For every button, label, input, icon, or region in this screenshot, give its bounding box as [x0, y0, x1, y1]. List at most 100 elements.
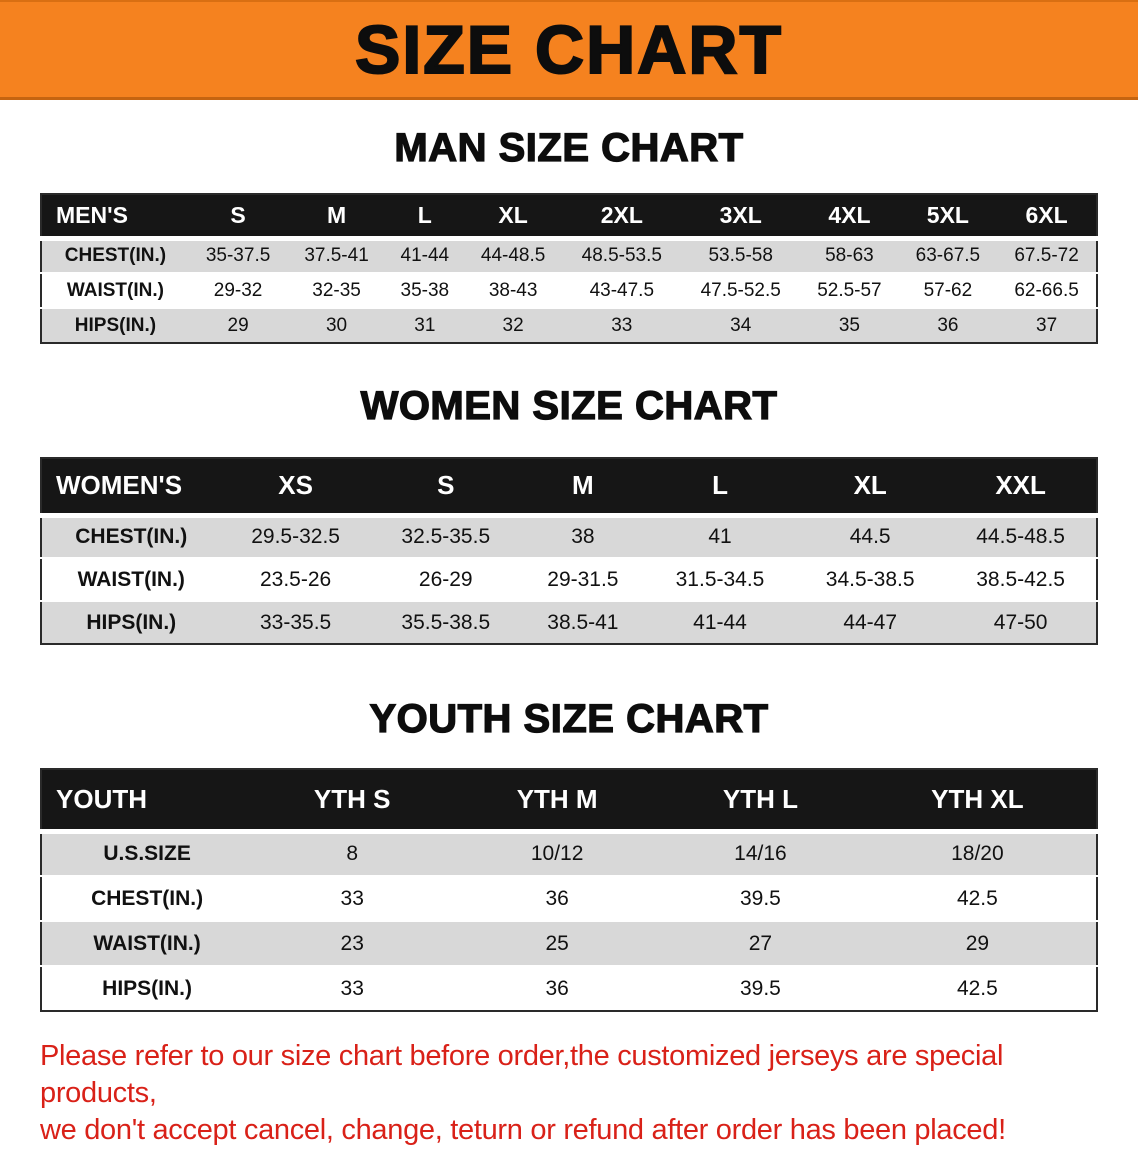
measurement-row: WAIST(IN.) 23.5-26 26-29 29-31.5 31.5-34.5 34…	[41, 557, 1097, 601]
size-header-cell: S	[370, 458, 521, 518]
men-section-heading: MAN SIZE CHART	[394, 125, 744, 170]
value-cell: 26-29	[370, 557, 521, 601]
size-header-cell: XXL	[945, 458, 1097, 518]
value-cell: 29-31.5	[520, 557, 645, 601]
value-cell: 37.5-41	[287, 237, 386, 273]
value-cell: 41-44	[385, 237, 464, 273]
men-size-table: MEN'S S M L XL 2XL 3XL 4XL 5XL 6XL CHEST(IN.) 35-37…	[40, 193, 1098, 344]
youth-size-section: YOUTH SIZE CHART YOUTH YTH S YTH M YTH L YTH…	[0, 696, 1138, 1012]
size-header-cell: 5XL	[898, 194, 998, 241]
value-cell: 39.5	[662, 875, 859, 921]
measurement-row: CHEST(IN.) 35-37.5 37.5-41 41-44 44-48.5 48.5…	[41, 237, 1097, 273]
value-cell: 62-66.5	[997, 272, 1097, 308]
value-cell: 42.5	[858, 965, 1097, 1011]
value-cell: 30	[287, 307, 386, 343]
row-label-cell: U.S.SIZE	[41, 830, 253, 876]
value-cell: 23	[252, 920, 453, 966]
women-section-heading: WOMEN SIZE CHART	[360, 383, 778, 428]
value-cell: 42.5	[858, 875, 1097, 921]
table-header-row: YOUTH YTH S YTH M YTH L YTH XL	[41, 769, 1097, 834]
value-cell: 32	[463, 307, 563, 343]
value-cell: 47.5-52.5	[681, 272, 801, 308]
value-cell: 29	[858, 920, 1097, 966]
value-cell: 44.5	[795, 514, 946, 558]
value-cell: 44-48.5	[463, 237, 563, 273]
value-cell: 38	[520, 514, 645, 558]
value-cell: 53.5-58	[681, 237, 801, 273]
measurement-row: WAIST(IN.) 29-32 32-35 35-38 38-43 43-47.5 47.…	[41, 272, 1097, 308]
value-cell: 31.5-34.5	[644, 557, 796, 601]
size-header-cell: YTH L	[662, 769, 859, 834]
size-header-cell: S	[188, 194, 288, 241]
size-header-cell: 3XL	[681, 194, 801, 241]
value-cell: 34	[681, 307, 801, 343]
measurement-row: U.S.SIZE 8 10/12 14/16 18/20	[41, 830, 1097, 876]
size-header-cell: XS	[220, 458, 371, 518]
value-cell: 29-32	[188, 272, 288, 308]
value-cell: 10/12	[452, 830, 663, 876]
value-cell: 39.5	[662, 965, 859, 1011]
value-cell: 35-38	[385, 272, 464, 308]
value-cell: 33	[252, 875, 453, 921]
page-title: SIZE CHART	[354, 11, 783, 88]
value-cell: 44-47	[795, 600, 946, 644]
value-cell: 33	[562, 307, 682, 343]
value-cell: 36	[452, 875, 663, 921]
value-cell: 34.5-38.5	[795, 557, 946, 601]
row-label-cell: WAIST(IN.)	[41, 557, 221, 601]
value-cell: 35	[800, 307, 899, 343]
youth-size-table: YOUTH YTH S YTH M YTH L YTH XL U.S.SIZE 8 10/12…	[40, 768, 1098, 1012]
row-label-cell: HIPS(IN.)	[41, 600, 221, 644]
men-size-section: MAN SIZE CHART MEN'S S M L XL 2XL 3XL 4XL 5XL 6XL…	[0, 125, 1138, 344]
size-header-cell: XL	[463, 194, 563, 241]
value-cell: 63-67.5	[898, 237, 998, 273]
value-cell: 27	[662, 920, 859, 966]
row-label-cell: CHEST(IN.)	[41, 514, 221, 558]
measurement-row: HIPS(IN.) 33 36 39.5 42.5	[41, 965, 1097, 1011]
size-header-cell: M	[287, 194, 386, 241]
measurement-row: CHEST(IN.) 33 36 39.5 42.5	[41, 875, 1097, 921]
women-size-table: WOMEN'S XS S M L XL XXL CHEST(IN.) 29.5-32.5 32.5…	[40, 457, 1098, 645]
size-header-cell: XL	[795, 458, 946, 518]
value-cell: 37	[997, 307, 1097, 343]
value-cell: 18/20	[858, 830, 1097, 876]
value-cell: 36	[898, 307, 998, 343]
value-cell: 25	[452, 920, 663, 966]
row-label-cell: WAIST(IN.)	[41, 272, 189, 308]
row-label-cell: HIPS(IN.)	[41, 965, 253, 1011]
value-cell: 36	[452, 965, 663, 1011]
value-cell: 38.5-41	[520, 600, 645, 644]
table-title-cell: MEN'S	[41, 194, 189, 241]
value-cell: 23.5-26	[220, 557, 371, 601]
value-cell: 35.5-38.5	[370, 600, 521, 644]
value-cell: 44.5-48.5	[945, 514, 1097, 558]
size-header-cell: L	[385, 194, 464, 241]
youth-section-heading: YOUTH SIZE CHART	[369, 696, 769, 741]
row-label-cell: HIPS(IN.)	[41, 307, 189, 343]
row-label-cell: CHEST(IN.)	[41, 237, 189, 273]
women-size-section: WOMEN SIZE CHART WOMEN'S XS S M L XL XXL CHEST(…	[0, 383, 1138, 645]
value-cell: 33-35.5	[220, 600, 371, 644]
measurement-row: HIPS(IN.) 33-35.5 35.5-38.5 38.5-41 41-44 44-…	[41, 600, 1097, 644]
value-cell: 41-44	[644, 600, 796, 644]
value-cell: 29	[188, 307, 288, 343]
row-label-cell: WAIST(IN.)	[41, 920, 253, 966]
value-cell: 8	[252, 830, 453, 876]
size-header-cell: 4XL	[800, 194, 899, 241]
size-header-cell: M	[520, 458, 645, 518]
value-cell: 31	[385, 307, 464, 343]
value-cell: 47-50	[945, 600, 1097, 644]
disclaimer-line-2: we don't accept cancel, change, teturn o…	[40, 1114, 1006, 1147]
value-cell: 43-47.5	[562, 272, 682, 308]
size-header-cell: L	[644, 458, 796, 518]
value-cell: 35-37.5	[188, 237, 288, 273]
value-cell: 38.5-42.5	[945, 557, 1097, 601]
value-cell: 33	[252, 965, 453, 1011]
measurement-row: WAIST(IN.) 23 25 27 29	[41, 920, 1097, 966]
measurement-row: HIPS(IN.) 29 30 31 32 33 34 35 36 37	[41, 307, 1097, 343]
size-header-cell: 6XL	[997, 194, 1097, 241]
value-cell: 32.5-35.5	[370, 514, 521, 558]
table-header-row: WOMEN'S XS S M L XL XXL	[41, 458, 1097, 518]
disclaimer-line-1: Please refer to our size chart before or…	[40, 1040, 1004, 1110]
value-cell: 57-62	[898, 272, 998, 308]
